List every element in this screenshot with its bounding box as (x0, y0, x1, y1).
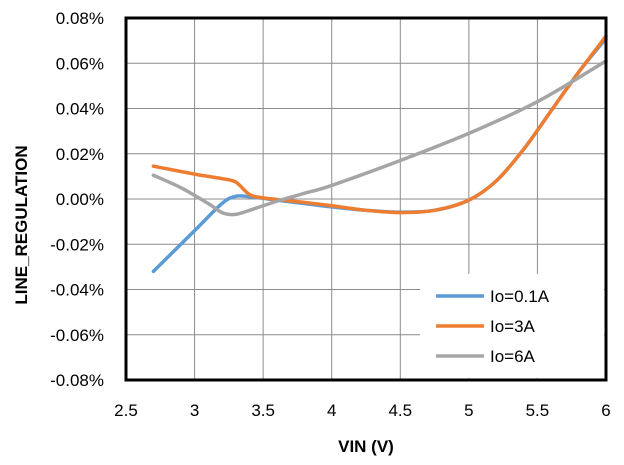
y-tick-label: 0.02% (56, 145, 104, 164)
legend: Io=0.1A Io=3A Io=6A (420, 274, 604, 378)
x-tick-label: 4 (327, 401, 336, 420)
y-axis-title: LINE_REGULATION (12, 145, 31, 304)
plot-area-frame (124, 16, 608, 382)
y-tick-label: 0.00% (56, 190, 104, 209)
y-tick-label: -0.04% (50, 281, 104, 300)
x-tick-label: 5 (464, 401, 473, 420)
series-line-3 (151, 59, 608, 217)
x-tick-label: 5.5 (526, 401, 550, 420)
legend-label: Io=3A (490, 317, 536, 336)
y-tick-label: -0.06% (50, 326, 104, 345)
x-tick-label: 3 (190, 401, 199, 420)
y-tick-label: -0.02% (50, 235, 104, 254)
y-tick-label: 0.04% (56, 100, 104, 119)
y-tick-label: 0.06% (56, 54, 104, 73)
series-line-2 (151, 34, 608, 215)
x-tick-label: 3.5 (251, 401, 275, 420)
legend-label: Io=6A (490, 347, 536, 366)
x-tick-label: 2.5 (114, 401, 138, 420)
y-axis-ticks: 0.08% 0.06% 0.04% 0.02% 0.00% -0.02% -0.04% -0.… (50, 9, 104, 390)
x-axis-title: VIN (V) (338, 437, 394, 456)
y-tick-label: -0.08% (50, 371, 104, 390)
x-tick-label: 6 (601, 401, 610, 420)
series-lines (151, 34, 608, 274)
x-tick-label: 4.5 (388, 401, 412, 420)
y-tick-label: 0.08% (56, 9, 104, 28)
x-axis-ticks: 2.5 3 3.5 4 4.5 5 5.5 6 (114, 401, 611, 420)
legend-label: Io=0.1A (490, 287, 550, 306)
